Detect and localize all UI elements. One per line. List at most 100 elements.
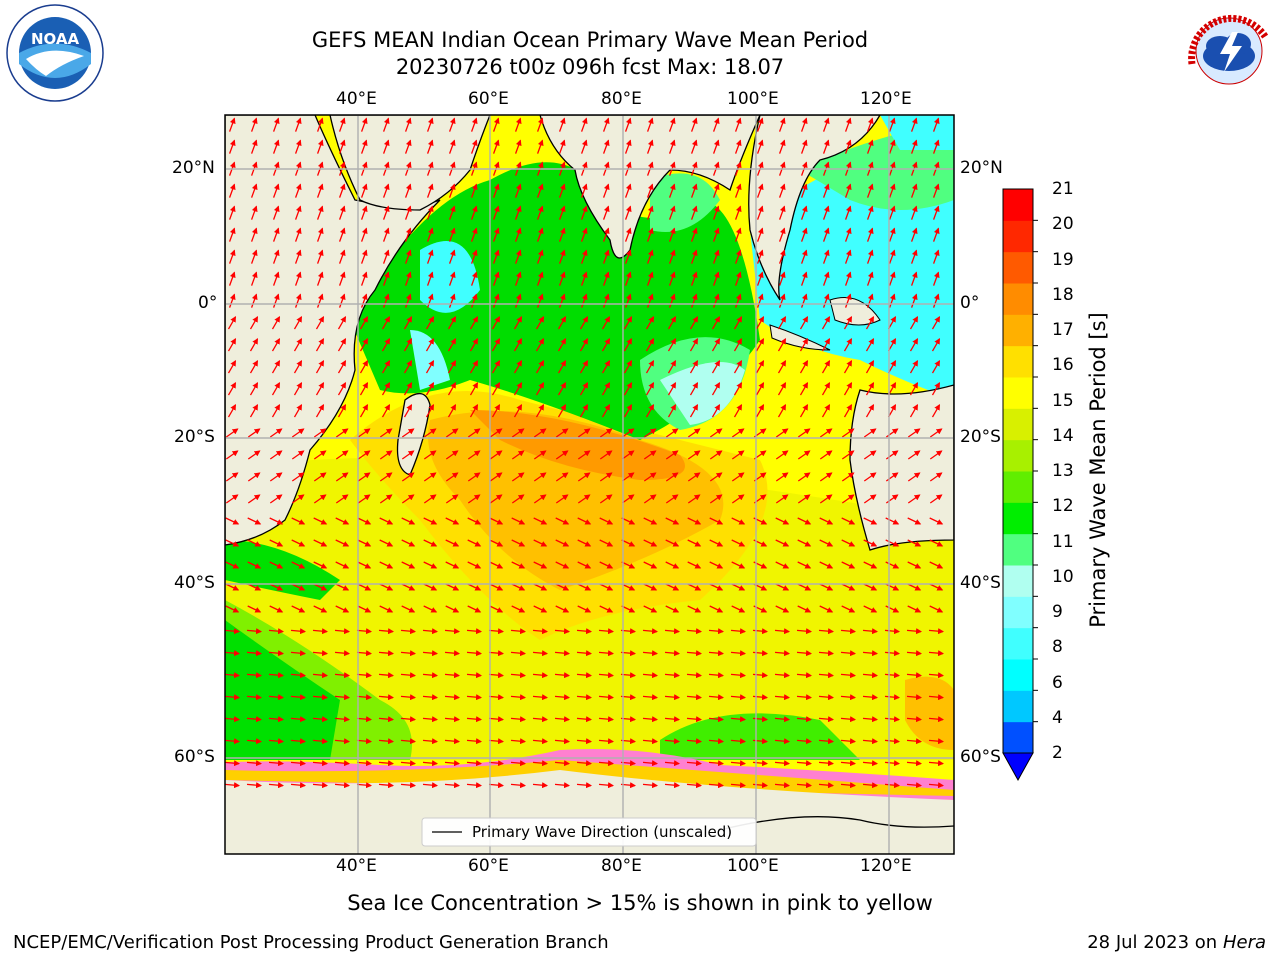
colorbar-segment — [1003, 533, 1033, 566]
wave-direction-arrow — [756, 271, 764, 286]
wave-direction-arrow — [643, 605, 658, 613]
wave-direction-arrow — [381, 360, 391, 374]
wave-direction-arrow — [708, 694, 724, 701]
colorbar-segment — [1003, 220, 1033, 253]
wave-direction-arrow — [271, 316, 281, 330]
lon-label-bottom-100e: 100°E — [727, 856, 779, 876]
wave-direction-arrow — [862, 738, 878, 745]
wave-direction-arrow — [422, 628, 438, 635]
wave-direction-arrow — [906, 694, 922, 701]
wave-direction-arrow — [269, 539, 284, 547]
wave-direction-arrow — [359, 338, 369, 352]
wave-direction-arrow — [929, 583, 944, 591]
wave-direction-arrow — [337, 338, 347, 352]
wave-direction-arrow — [444, 650, 460, 657]
wave-direction-arrow — [225, 517, 240, 525]
wave-direction-arrow — [489, 539, 504, 547]
wave-direction-arrow — [844, 249, 852, 264]
wave-direction-arrow — [557, 316, 567, 330]
wave-direction-arrow — [910, 183, 918, 198]
wave-direction-arrow — [709, 561, 724, 569]
wave-direction-arrow — [667, 360, 677, 374]
wave-direction-arrow — [708, 738, 724, 745]
wave-direction-arrow — [642, 782, 658, 789]
wave-direction-arrow — [467, 494, 481, 504]
wave-direction-arrow — [686, 760, 702, 767]
wave-direction-arrow — [665, 472, 679, 482]
wave-direction-arrow — [712, 249, 720, 264]
wave-direction-arrow — [313, 472, 327, 482]
wave-direction-arrow — [513, 404, 523, 418]
wave-direction-arrow — [423, 517, 438, 525]
wave-direction-arrow — [689, 338, 699, 352]
wave-direction-arrow — [422, 738, 438, 745]
wave-direction-arrow — [533, 494, 547, 504]
wave-direction-arrow — [335, 450, 349, 460]
wave-direction-arrow — [687, 561, 702, 569]
wave-direction-arrow — [294, 293, 302, 308]
wave-direction-arrow — [690, 227, 698, 242]
wave-direction-arrow — [492, 205, 500, 220]
wave-direction-arrow — [272, 139, 280, 154]
wave-direction-arrow — [315, 338, 325, 352]
wave-direction-arrow — [601, 338, 611, 352]
wave-direction-arrow — [645, 316, 655, 330]
colorbar-tick: 15 — [1052, 391, 1074, 411]
wave-direction-arrow — [756, 139, 764, 154]
wave-direction-arrow — [448, 227, 456, 242]
wave-direction-arrow — [444, 672, 460, 679]
wave-direction-arrow — [491, 360, 501, 374]
wave-direction-arrow — [866, 117, 874, 132]
wave-direction-arrow — [577, 494, 591, 504]
wave-direction-arrow — [884, 650, 900, 657]
wave-direction-arrow — [800, 183, 808, 198]
wave-direction-arrow — [425, 338, 435, 352]
wave-direction-arrow — [863, 494, 877, 504]
wave-direction-arrow — [511, 605, 526, 613]
wave-direction-arrow — [576, 716, 592, 723]
wave-direction-arrow — [400, 694, 416, 701]
wave-direction-arrow — [818, 694, 834, 701]
wave-direction-arrow — [841, 605, 856, 613]
wave-direction-arrow — [268, 672, 284, 679]
wave-direction-arrow — [536, 183, 544, 198]
wave-direction-arrow — [338, 205, 346, 220]
wave-direction-arrow — [290, 672, 306, 679]
wave-direction-arrow — [621, 561, 636, 569]
wave-direction-arrow — [356, 628, 372, 635]
wave-direction-arrow — [866, 293, 874, 308]
wave-direction-arrow — [514, 205, 522, 220]
wave-direction-arrow — [755, 316, 765, 330]
wave-direction-arrow — [731, 428, 745, 438]
wave-direction-arrow — [909, 360, 919, 374]
wave-direction-arrow — [866, 139, 874, 154]
wave-direction-arrow — [730, 694, 746, 701]
wave-direction-arrow — [403, 338, 413, 352]
wave-direction-arrow — [687, 428, 701, 438]
wave-direction-arrow — [447, 404, 457, 418]
wave-direction-arrow — [621, 450, 635, 460]
wave-direction-arrow — [536, 249, 544, 264]
wave-direction-arrow — [510, 760, 526, 767]
wave-direction-arrow — [225, 472, 239, 482]
wave-direction-arrow — [621, 428, 635, 438]
wave-direction-arrow — [511, 494, 525, 504]
wave-direction-arrow — [818, 716, 834, 723]
wave-direction-arrow — [906, 782, 922, 789]
wave-direction-arrow — [338, 183, 346, 198]
wave-direction-arrow — [863, 583, 878, 591]
wave-direction-arrow — [799, 382, 809, 396]
wave-direction-arrow — [228, 227, 236, 242]
wave-direction-arrow — [579, 338, 589, 352]
wave-direction-arrow — [643, 561, 658, 569]
wave-direction-arrow — [888, 249, 896, 264]
wave-direction-arrow — [580, 227, 588, 242]
wave-direction-arrow — [426, 139, 434, 154]
wave-direction-arrow — [579, 360, 589, 374]
wave-direction-arrow — [907, 583, 922, 591]
wave-direction-arrow — [246, 672, 262, 679]
colorbar-segment — [1003, 471, 1033, 503]
wave-direction-arrow — [225, 583, 240, 591]
wave-direction-arrow — [511, 472, 525, 482]
wave-direction-arrow — [797, 494, 811, 504]
